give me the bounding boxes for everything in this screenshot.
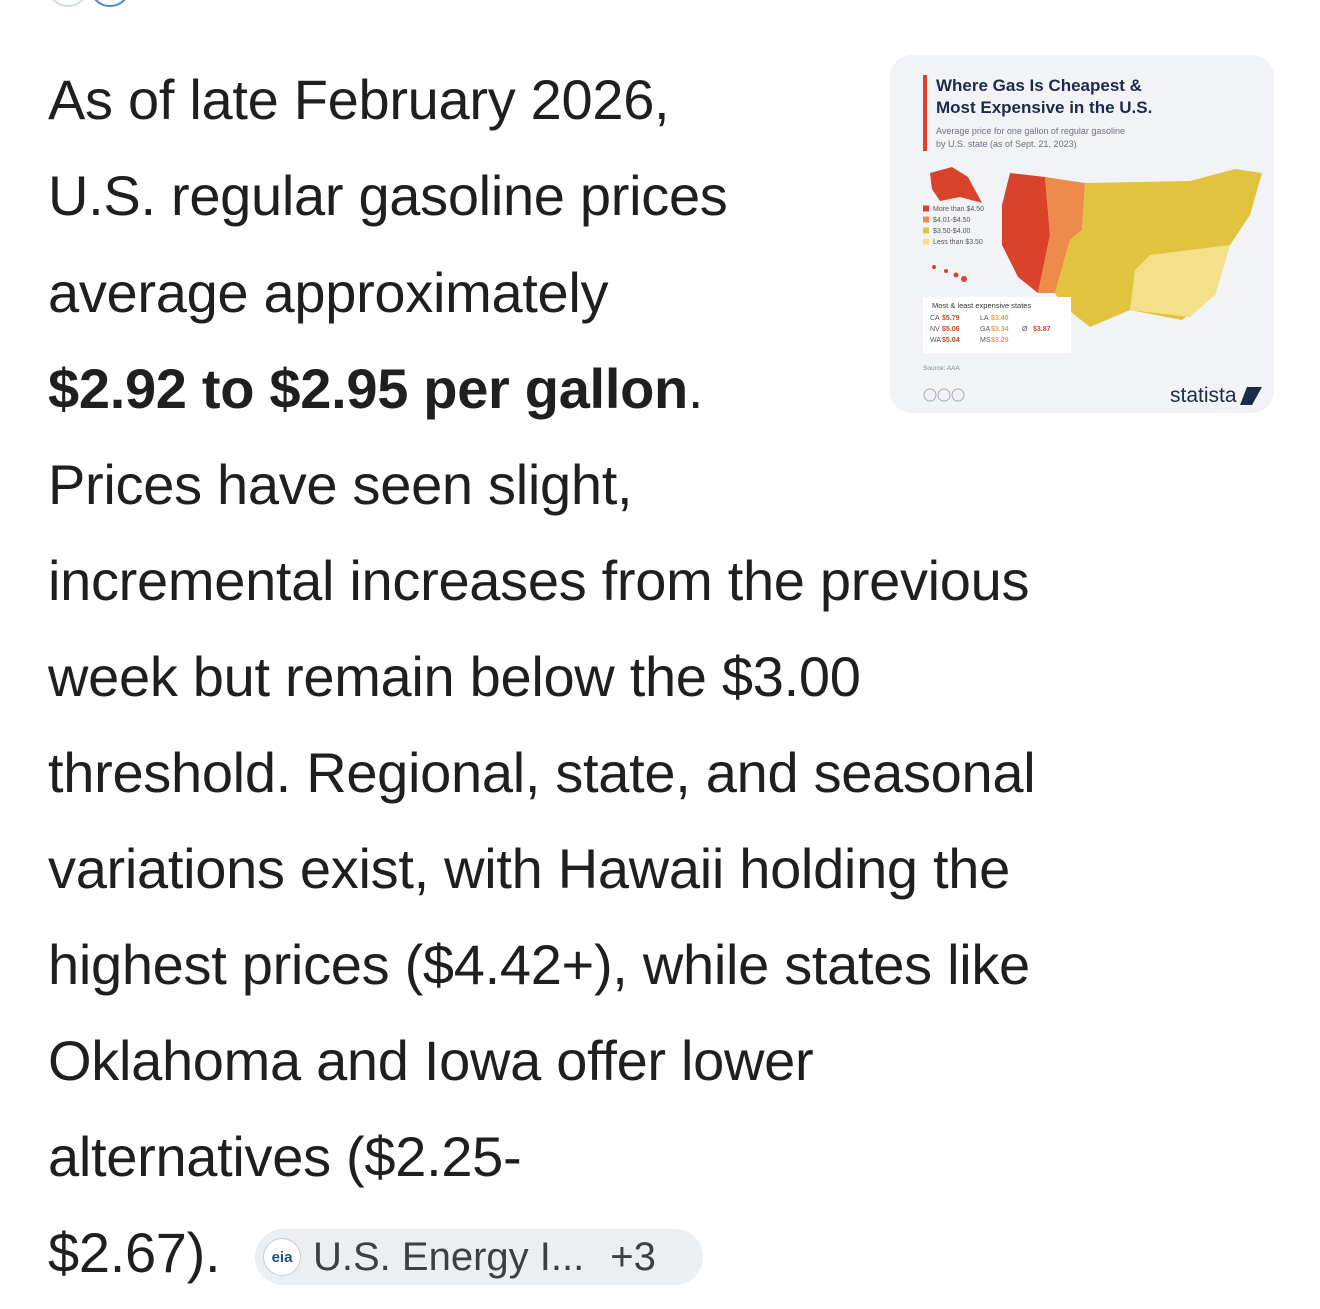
source-chip[interactable]: eia U.S. Energy I... +3: [255, 1229, 703, 1285]
bold-text: $2.92 to $2.95 per gallon: [48, 357, 688, 420]
text-line: average approximately: [48, 261, 609, 324]
table-state: NV: [930, 326, 940, 333]
text-line: alternatives ($2.25-: [48, 1125, 522, 1188]
image-title: Most Expensive in the U.S.: [936, 98, 1152, 117]
legend-label: More than $4.50: [933, 206, 984, 213]
text-line: $2.92 to $2.95 per gallon.: [48, 341, 703, 437]
legend-swatch: [923, 238, 929, 245]
source-more: +3: [610, 1234, 656, 1279]
table-price: $3.40: [991, 315, 1009, 322]
text-line: U.S. regular gasoline prices: [48, 164, 728, 227]
text-line: incremental increases from the previous: [48, 549, 1030, 612]
alaska: [930, 167, 982, 203]
table-state: WA: [930, 337, 941, 344]
text-line: threshold. Regional, state, and seasonal: [48, 741, 1036, 804]
image-subtitle: by U.S. state (as of Sept. 21, 2023): [936, 139, 1077, 149]
legend-swatch: [923, 227, 929, 234]
text: .: [687, 357, 704, 420]
table-price: $3.34: [991, 326, 1009, 333]
hawaii: [932, 265, 967, 282]
table-state: MS: [980, 337, 991, 344]
legend-label: Less than $3.50: [933, 239, 983, 246]
text-line: $2.67).: [48, 1221, 221, 1284]
source-icon: eia: [263, 1238, 301, 1276]
table-state: CA: [930, 315, 940, 322]
image-card[interactable]: Where Gas Is Cheapest & Most Expensive i…: [890, 55, 1274, 413]
table-price: $5.06: [942, 326, 960, 333]
image-brand: statista: [1170, 384, 1237, 407]
image-subtitle: Average price for one gallon of regular …: [936, 126, 1125, 136]
table-price: $5.04: [942, 337, 960, 344]
text-line: As of late February 2026,: [48, 68, 670, 131]
legend-swatch: [923, 216, 929, 223]
license-icons: [923, 388, 965, 402]
source-label: U.S. Energy I...: [313, 1234, 585, 1279]
text-line: variations exist, with Hawaii holding th…: [48, 837, 1010, 900]
table-price: $3.29: [991, 337, 1009, 344]
west-region: [1002, 173, 1050, 293]
legend-label: $3.50-$4.00: [933, 228, 970, 235]
table-price: $5.79: [942, 315, 960, 322]
top-icons: [52, 0, 126, 7]
text-line: Oklahoma and Iowa offer lower: [48, 1029, 814, 1092]
legend-label: $4.01-$4.50: [933, 217, 970, 224]
southeast-region: [1130, 245, 1230, 317]
legend-swatch: [923, 205, 929, 212]
text-line: highest prices ($4.42+), while states li…: [48, 933, 1030, 996]
table-state: GA: [980, 326, 990, 333]
image-source: Source: AAA: [923, 365, 961, 372]
text-line: Prices have seen slight,: [48, 453, 633, 516]
table-state: Ø: [1022, 326, 1028, 333]
text-line: week but remain below the $3.00: [48, 645, 861, 708]
brand-mark: [1240, 387, 1262, 405]
table-title: Most & least expensive states: [932, 301, 1031, 310]
image-title: Where Gas Is Cheapest &: [936, 76, 1142, 95]
table-price: $3.87: [1033, 326, 1051, 333]
table-state: LA: [980, 315, 989, 322]
mountain-region: [1038, 177, 1085, 293]
